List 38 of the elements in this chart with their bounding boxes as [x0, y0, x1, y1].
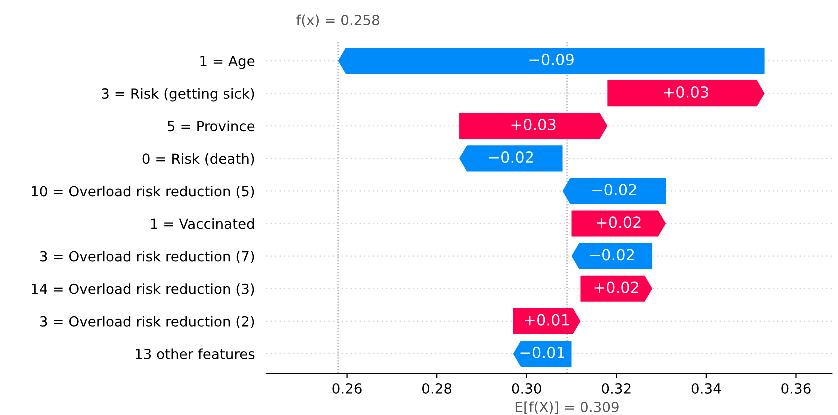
x-tick-label: 0.28 [422, 383, 452, 394]
data-label: +0.01 [525, 314, 570, 326]
bar [562, 178, 666, 204]
bar [460, 146, 563, 172]
y-tick-label: 0 = Risk (death) [142, 153, 254, 166]
data-label: +0.02 [597, 216, 641, 228]
data-label: −0.01 [520, 346, 565, 358]
bar [460, 113, 608, 140]
data-label: −0.02 [590, 249, 634, 261]
data-label: −0.09 [530, 54, 574, 66]
y-tick-label: 3 = Overload risk reduction (2) [40, 316, 254, 329]
ref-line-label: E[f(X)] = 0.309 [516, 402, 619, 414]
data-label: +0.02 [594, 282, 639, 294]
bar [608, 80, 765, 107]
y-tick-label: 10 = Overload risk reduction (5) [32, 186, 254, 198]
data-label: −0.02 [489, 152, 534, 164]
y-tick-label: 1 = Age [200, 56, 255, 70]
y-tick-label: 1 = Vaccinated [151, 218, 254, 230]
x-tick-label: 0.30 [512, 383, 542, 394]
bar [572, 210, 666, 237]
y-tick-label: 5 = Province [168, 120, 255, 132]
x-tick-label: 0.36 [782, 383, 811, 394]
x-tick-label: 0.34 [692, 383, 722, 394]
bar [338, 48, 765, 74]
y-tick-label: 3 = Risk (getting sick) [102, 88, 254, 102]
y-tick-label: 13 other features [136, 348, 255, 360]
y-tick-label: 3 = Overload risk reduction (7) [40, 251, 254, 264]
bar [572, 243, 653, 270]
y-tick-label: 14 = Overload risk reduction (3) [32, 284, 254, 296]
x-tick-label: 0.26 [332, 383, 362, 394]
data-label: −0.02 [592, 184, 636, 196]
ref-line-label: f(x) = 0.258 [296, 14, 380, 28]
bar [513, 340, 572, 367]
bar [513, 308, 581, 334]
bar [580, 276, 653, 302]
data-label: +0.03 [512, 119, 556, 131]
x-tick-label: 0.32 [602, 383, 631, 394]
data-label: +0.03 [664, 86, 708, 98]
